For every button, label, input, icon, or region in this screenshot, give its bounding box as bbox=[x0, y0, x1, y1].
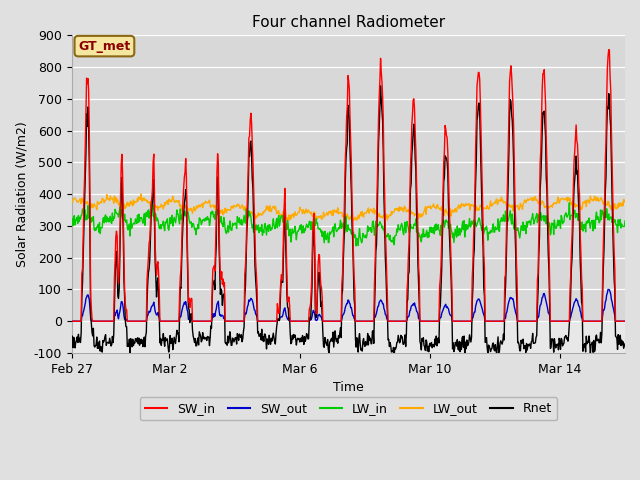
LW_in bbox=[68, 220, 76, 226]
LW_out bbox=[356, 213, 364, 219]
SW_in bbox=[491, 318, 499, 324]
SW_out bbox=[131, 318, 139, 324]
Rnet bbox=[492, 348, 500, 354]
Bar bbox=[72, 36, 625, 321]
Line: SW_in: SW_in bbox=[72, 49, 625, 321]
LW_in bbox=[621, 218, 629, 224]
Rnet bbox=[377, 83, 385, 89]
Legend: SW_in, SW_out, LW_in, LW_out, Rnet: SW_in, SW_out, LW_in, LW_out, Rnet bbox=[140, 397, 557, 420]
SW_out bbox=[401, 318, 409, 324]
LW_out bbox=[131, 199, 139, 204]
SW_out bbox=[143, 318, 150, 324]
Rnet bbox=[403, 331, 410, 337]
Rnet bbox=[132, 336, 140, 341]
Rnet bbox=[143, 300, 151, 305]
X-axis label: Time: Time bbox=[333, 381, 364, 394]
SW_in bbox=[401, 318, 409, 324]
SW_out bbox=[604, 287, 612, 292]
LW_out bbox=[403, 209, 410, 215]
Rnet bbox=[180, 200, 188, 205]
LW_in bbox=[403, 222, 410, 228]
Rnet bbox=[68, 340, 76, 346]
Line: LW_in: LW_in bbox=[72, 199, 625, 246]
SW_out bbox=[491, 318, 499, 324]
Line: LW_out: LW_out bbox=[72, 194, 625, 221]
Line: SW_out: SW_out bbox=[72, 289, 625, 321]
SW_out bbox=[68, 318, 76, 324]
SW_out bbox=[180, 302, 188, 308]
Y-axis label: Solar Radiation (W/m2): Solar Radiation (W/m2) bbox=[15, 121, 28, 267]
Rnet bbox=[621, 341, 629, 347]
LW_in bbox=[352, 243, 360, 249]
SW_in bbox=[605, 47, 612, 52]
SW_out bbox=[621, 318, 629, 324]
LW_in bbox=[180, 209, 188, 215]
LW_in bbox=[356, 226, 364, 231]
LW_out bbox=[68, 199, 76, 204]
LW_out bbox=[492, 197, 500, 203]
LW_out bbox=[143, 197, 151, 203]
Line: Rnet: Rnet bbox=[72, 86, 625, 355]
SW_in bbox=[355, 318, 362, 324]
SW_out bbox=[355, 318, 362, 324]
LW_in bbox=[492, 226, 500, 231]
SW_in bbox=[131, 318, 139, 324]
LW_out bbox=[621, 197, 629, 203]
LW_out bbox=[180, 202, 188, 207]
LW_in bbox=[148, 196, 156, 202]
LW_out bbox=[349, 218, 356, 224]
SW_in bbox=[68, 318, 76, 324]
Text: GT_met: GT_met bbox=[78, 40, 131, 53]
Rnet bbox=[355, 336, 363, 341]
SW_in bbox=[621, 318, 629, 324]
Rnet bbox=[126, 352, 134, 358]
SW_in bbox=[180, 184, 188, 190]
LW_in bbox=[131, 221, 139, 227]
LW_in bbox=[143, 210, 150, 216]
SW_in bbox=[143, 318, 150, 324]
Title: Four channel Radiometer: Four channel Radiometer bbox=[252, 15, 445, 30]
LW_out bbox=[137, 191, 145, 197]
